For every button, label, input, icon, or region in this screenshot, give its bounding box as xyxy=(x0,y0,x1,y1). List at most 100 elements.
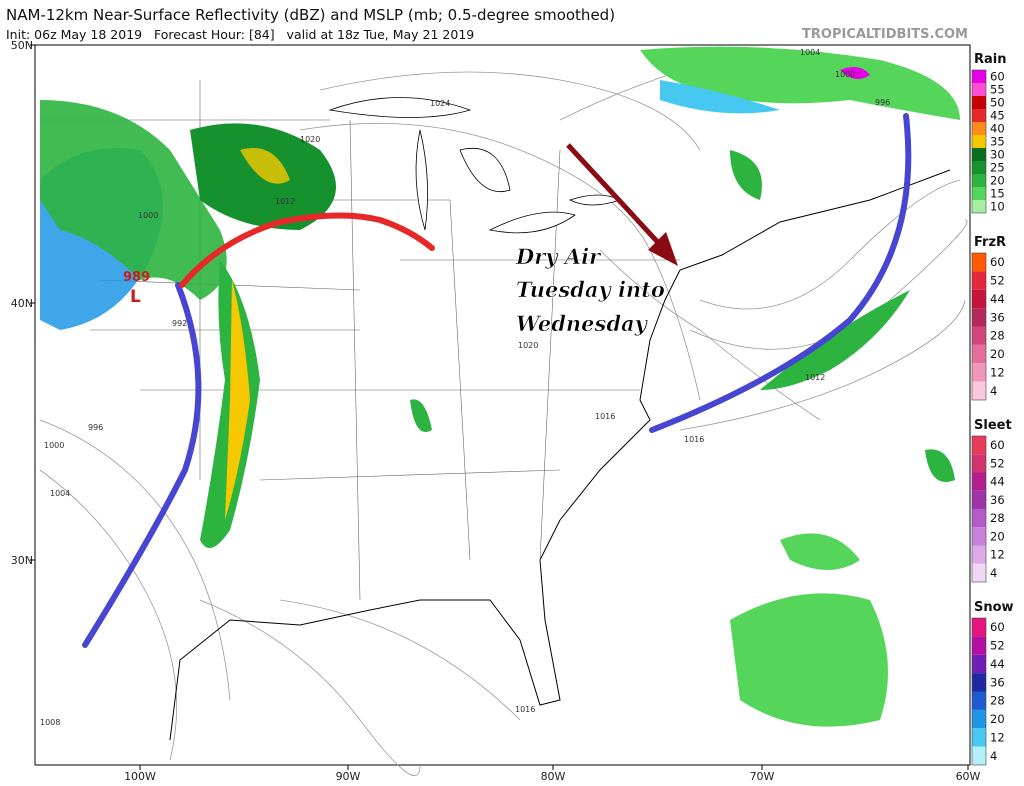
legend-label: 20 xyxy=(990,347,1005,361)
isobars xyxy=(39,59,968,776)
legend-label: 60 xyxy=(990,255,1005,269)
legend-swatch xyxy=(972,344,986,364)
isobar-label: 1004 xyxy=(800,48,820,57)
legend-label: 52 xyxy=(990,639,1005,653)
legend-label: 15 xyxy=(990,187,1005,201)
warm-front xyxy=(179,212,435,288)
legend-swatch xyxy=(972,161,986,174)
legend-swatch xyxy=(972,148,986,161)
title: NAM-12km Near-Surface Reflectivity (dBZ)… xyxy=(6,6,615,24)
precipitation xyxy=(40,46,960,727)
lat-label: 30N xyxy=(11,554,33,567)
trough-line-west xyxy=(82,282,202,648)
legend-swatch xyxy=(972,326,986,345)
legend-label: 40 xyxy=(990,122,1005,136)
legend-swatch xyxy=(972,654,986,674)
legend-swatch xyxy=(972,436,986,455)
lon-label: 60W xyxy=(956,770,981,783)
lat-label: 50N xyxy=(11,39,33,52)
legend-label: 44 xyxy=(990,475,1005,489)
legend-swatch xyxy=(972,563,986,582)
isobar-label: 1016 xyxy=(515,705,535,714)
legend-label: 44 xyxy=(990,292,1005,306)
legend-label: 60 xyxy=(990,620,1005,634)
legend-swatch xyxy=(972,636,986,655)
legend-title: FrzR xyxy=(974,235,1006,250)
arrow-shaft xyxy=(566,143,667,252)
legend-swatch xyxy=(972,363,986,382)
legend-title: Rain xyxy=(974,52,1007,67)
legend-swatch xyxy=(972,289,986,309)
isobar-label: 1012 xyxy=(275,197,295,206)
annotation-line: Tuesday into xyxy=(516,277,665,302)
legend-label: 28 xyxy=(990,694,1005,708)
legend-swatch xyxy=(972,174,986,187)
annotation: Dry Air Tuesday into Wednesday xyxy=(515,244,666,337)
legend-label: 20 xyxy=(990,174,1005,188)
subtitle: Init: 06z May 18 2019 Forecast Hour: [84… xyxy=(6,27,474,42)
legend-frame xyxy=(971,435,987,583)
legend-label: 28 xyxy=(990,511,1005,525)
legend-label: 45 xyxy=(990,109,1005,123)
lon-label: 80W xyxy=(541,770,566,783)
lon-label: 90W xyxy=(336,770,361,783)
legend-label: 36 xyxy=(990,675,1005,689)
legend-swatch xyxy=(972,490,986,509)
isobar-label: 992 xyxy=(172,319,187,328)
trough-line-east xyxy=(649,113,912,433)
legend-swatch xyxy=(972,728,986,747)
legend-label: 36 xyxy=(990,310,1005,324)
legend-swatch xyxy=(972,527,986,546)
isobar-label: 1004 xyxy=(50,489,70,498)
isobar-label: 1024 xyxy=(430,99,450,108)
isobar-label: 996 xyxy=(875,98,890,107)
legend-label: 4 xyxy=(990,566,997,580)
legend-label: 12 xyxy=(990,365,1005,379)
map: 989 L 992 996 1000 1004 1008 1012 1016 1… xyxy=(34,44,971,776)
legend-label: 12 xyxy=(990,730,1005,744)
legend-label: 20 xyxy=(990,712,1005,726)
legend-swatch xyxy=(972,70,986,83)
legend-label: 52 xyxy=(990,274,1005,288)
legend-swatch xyxy=(972,746,986,765)
legend-label: 36 xyxy=(990,493,1005,507)
legend-label: 12 xyxy=(990,548,1005,562)
legend-frame xyxy=(971,252,987,401)
legend-swatch xyxy=(972,472,986,491)
low-center: L xyxy=(130,287,141,307)
legend-swatch xyxy=(972,135,986,148)
lakes xyxy=(328,97,622,234)
legend-label: 30 xyxy=(990,148,1005,162)
legend-swatch xyxy=(972,122,986,135)
legend-swatch xyxy=(972,509,986,528)
legend-swatch xyxy=(972,187,986,200)
legend-swatch xyxy=(972,96,986,109)
legend: Rain6055504540353025201510FrzR6052443628… xyxy=(971,52,1014,766)
legend-frame xyxy=(971,617,987,766)
legend-swatch xyxy=(972,253,986,272)
arrow-head xyxy=(648,232,678,266)
low-pressure-value: 989 xyxy=(123,270,150,285)
isobar-label: 1008 xyxy=(40,718,60,727)
isobar-label: 1020 xyxy=(300,135,320,144)
lon-label: 100W xyxy=(124,770,156,783)
legend-frame xyxy=(971,69,987,214)
legend-label: 50 xyxy=(990,96,1005,110)
legend-label: 10 xyxy=(990,200,1005,214)
legend-label: 20 xyxy=(990,529,1005,543)
annotation-line: Dry Air xyxy=(515,244,602,269)
legend-label: 60 xyxy=(990,70,1005,84)
legend-swatch xyxy=(972,618,986,637)
legend-label: 4 xyxy=(990,384,997,398)
legend-swatch xyxy=(972,454,986,473)
watermark: TROPICALTIDBITS.COM xyxy=(802,27,968,42)
legend-swatch xyxy=(972,200,986,213)
isobar-label: 1016 xyxy=(684,435,704,444)
legend-label: 60 xyxy=(990,438,1005,452)
lat-label: 40N xyxy=(11,297,33,310)
legend-swatch xyxy=(972,271,986,290)
isobar-label: 1000 xyxy=(835,70,855,79)
legend-swatch xyxy=(972,109,986,122)
annotation-line: Wednesday xyxy=(516,311,649,336)
